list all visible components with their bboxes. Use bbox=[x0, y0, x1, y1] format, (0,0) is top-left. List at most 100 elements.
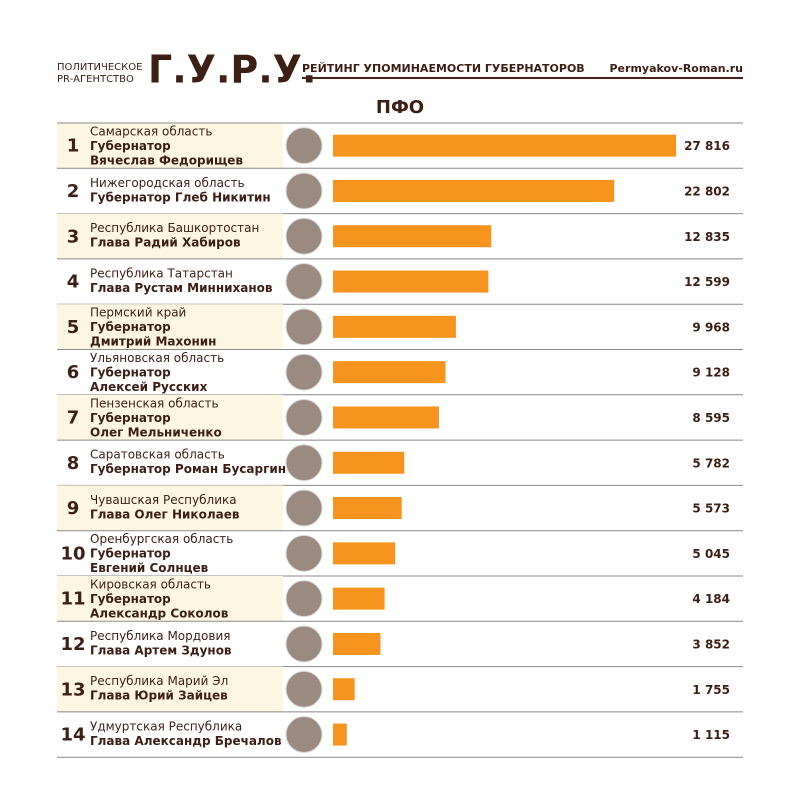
value-label: 5 782 bbox=[692, 456, 730, 470]
bar bbox=[333, 451, 405, 474]
portrait bbox=[285, 398, 323, 436]
bar bbox=[333, 179, 615, 202]
value-label: 1 755 bbox=[692, 683, 730, 697]
leader: Губернатор bbox=[90, 547, 171, 561]
leader: Глава Александр Бречалов bbox=[90, 734, 282, 748]
subtitle: РЕЙТИНГ УПОМИНАЕМОСТИ ГУБЕРНАТОРОВ bbox=[302, 62, 585, 75]
rank: 12 bbox=[60, 634, 85, 655]
value-label: 12 599 bbox=[684, 275, 730, 289]
rank: 11 bbox=[60, 589, 85, 610]
rank: 3 bbox=[67, 226, 80, 247]
bar bbox=[333, 361, 446, 384]
bar bbox=[333, 678, 355, 701]
bar bbox=[333, 497, 402, 520]
portrait bbox=[285, 670, 323, 708]
row-highlight bbox=[57, 666, 283, 712]
leader: Евгений Солнцев bbox=[90, 561, 209, 575]
region: Республика Татарстан bbox=[90, 266, 233, 280]
row-highlight bbox=[57, 123, 283, 169]
portrait bbox=[285, 308, 323, 346]
region: Республика Марий Эл bbox=[90, 674, 228, 688]
rank: 4 bbox=[67, 272, 80, 293]
region: Чувашская Республика bbox=[90, 493, 237, 507]
value-label: 9 128 bbox=[692, 366, 730, 380]
value-label: 3 852 bbox=[692, 637, 730, 651]
rank: 13 bbox=[60, 679, 85, 700]
leader: Алексей Русских bbox=[90, 380, 208, 394]
region: Удмуртская Республика bbox=[90, 719, 242, 733]
rank: 10 bbox=[60, 543, 85, 564]
leader: Губернатор bbox=[90, 366, 171, 380]
rank: 14 bbox=[60, 725, 85, 746]
leader: Глава Рустам Минниханов bbox=[90, 281, 273, 295]
region: Оренбургская область bbox=[90, 532, 233, 546]
region: Пензенская область bbox=[90, 396, 219, 410]
leader: Губернатор Роман Бусаргин bbox=[90, 462, 286, 476]
portrait bbox=[285, 716, 323, 754]
leader: Олег Мельниченко bbox=[90, 425, 222, 439]
logo: Г.У.Р.У. bbox=[148, 48, 316, 92]
chart-title: ПФО bbox=[376, 97, 424, 118]
leader: Глава Артем Здунов bbox=[90, 643, 232, 657]
leader: Губернатор bbox=[90, 411, 171, 425]
portrait bbox=[285, 534, 323, 572]
agency-line2: PR-АГЕНТСТВО bbox=[57, 74, 134, 85]
portrait bbox=[285, 489, 323, 527]
portrait bbox=[285, 172, 323, 210]
rank: 7 bbox=[67, 407, 80, 428]
value-label: 27 816 bbox=[684, 139, 730, 153]
rank: 1 bbox=[67, 136, 80, 157]
region: Ульяновская область bbox=[90, 351, 224, 365]
portrait bbox=[285, 127, 323, 165]
leader: Вячеслав Федорищев bbox=[90, 154, 243, 168]
value-label: 5 573 bbox=[692, 502, 730, 516]
row-highlight bbox=[57, 485, 283, 531]
leader: Глава Олег Николаев bbox=[90, 507, 240, 521]
leader: Александр Соколов bbox=[90, 607, 229, 621]
leader: Дмитрий Махонин bbox=[90, 335, 216, 349]
value-label: 8 595 bbox=[692, 411, 730, 425]
leader: Глава Радий Хабиров bbox=[90, 236, 241, 250]
value-label: 12 835 bbox=[684, 230, 730, 244]
value-label: 22 802 bbox=[684, 184, 730, 198]
bar bbox=[333, 225, 492, 248]
region: Саратовская область bbox=[90, 448, 225, 462]
rank: 5 bbox=[67, 317, 80, 338]
bar bbox=[333, 315, 456, 338]
region: Нижегородская область bbox=[90, 176, 245, 190]
portrait bbox=[285, 444, 323, 482]
rank: 6 bbox=[67, 362, 80, 383]
region: Самарская область bbox=[90, 125, 212, 139]
rank: 2 bbox=[67, 181, 80, 202]
portrait bbox=[285, 217, 323, 255]
leader: Глава Юрий Зайцев bbox=[90, 689, 228, 703]
row-highlight bbox=[57, 576, 283, 622]
rank: 9 bbox=[67, 498, 80, 519]
rank: 8 bbox=[67, 453, 80, 474]
portrait bbox=[285, 353, 323, 391]
bar bbox=[333, 587, 385, 610]
value-label: 4 184 bbox=[692, 592, 730, 606]
bar bbox=[333, 632, 381, 655]
region: Республика Мордовия bbox=[90, 629, 231, 643]
row-highlight bbox=[57, 213, 283, 259]
row-highlight bbox=[57, 394, 283, 441]
portrait bbox=[285, 625, 323, 663]
bar bbox=[333, 406, 439, 429]
value-label: 9 968 bbox=[692, 320, 730, 334]
value-label: 5 045 bbox=[692, 547, 730, 561]
region: Республика Башкортостан bbox=[90, 221, 259, 235]
row-highlight bbox=[57, 304, 283, 350]
leader: Губернатор Глеб Никитин bbox=[90, 190, 271, 204]
region: Кировская область bbox=[90, 578, 211, 592]
bar bbox=[333, 134, 676, 157]
region: Пермский край bbox=[90, 306, 186, 320]
leader: Губернатор bbox=[90, 320, 171, 334]
leader: Губернатор bbox=[90, 592, 171, 606]
bar bbox=[333, 270, 489, 293]
bar bbox=[333, 723, 347, 746]
portrait bbox=[285, 263, 323, 301]
portrait bbox=[285, 580, 323, 618]
